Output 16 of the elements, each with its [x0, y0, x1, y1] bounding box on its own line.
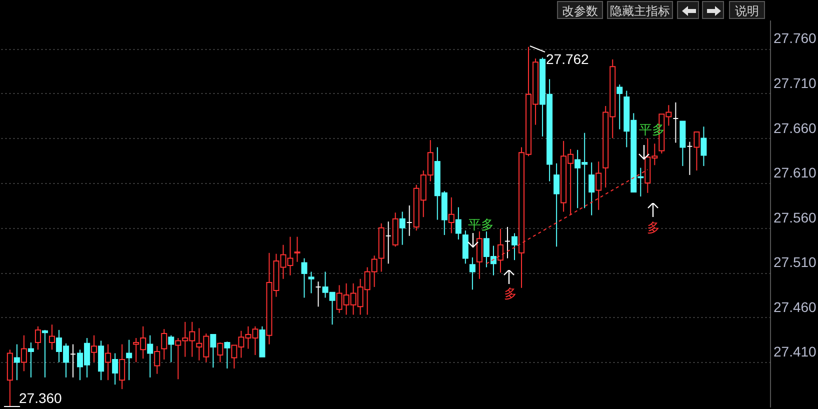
y-tick-label: 27.710 [774, 74, 817, 91]
annotation: 27.360 [19, 390, 62, 406]
text: 改参数 [557, 1, 603, 19]
annotation: 多 [504, 287, 517, 302]
y-tick-label: 27.510 [774, 254, 817, 270]
y-tick-label: 27.460 [774, 298, 817, 315]
annotation: 27.762 [546, 51, 589, 67]
y-tick-label: 27.410 [774, 344, 817, 360]
annotation: 多 [647, 221, 660, 236]
y-tick-label: 27.610 [774, 164, 817, 181]
y-tick-label: 27.660 [774, 120, 817, 136]
y-tick-label: 27.560 [774, 209, 817, 226]
y-tick-label: 27.760 [774, 30, 817, 46]
text: 说明 [729, 1, 765, 19]
annotation: 平多 [468, 218, 494, 233]
text: 隐藏主指标 [607, 1, 673, 19]
